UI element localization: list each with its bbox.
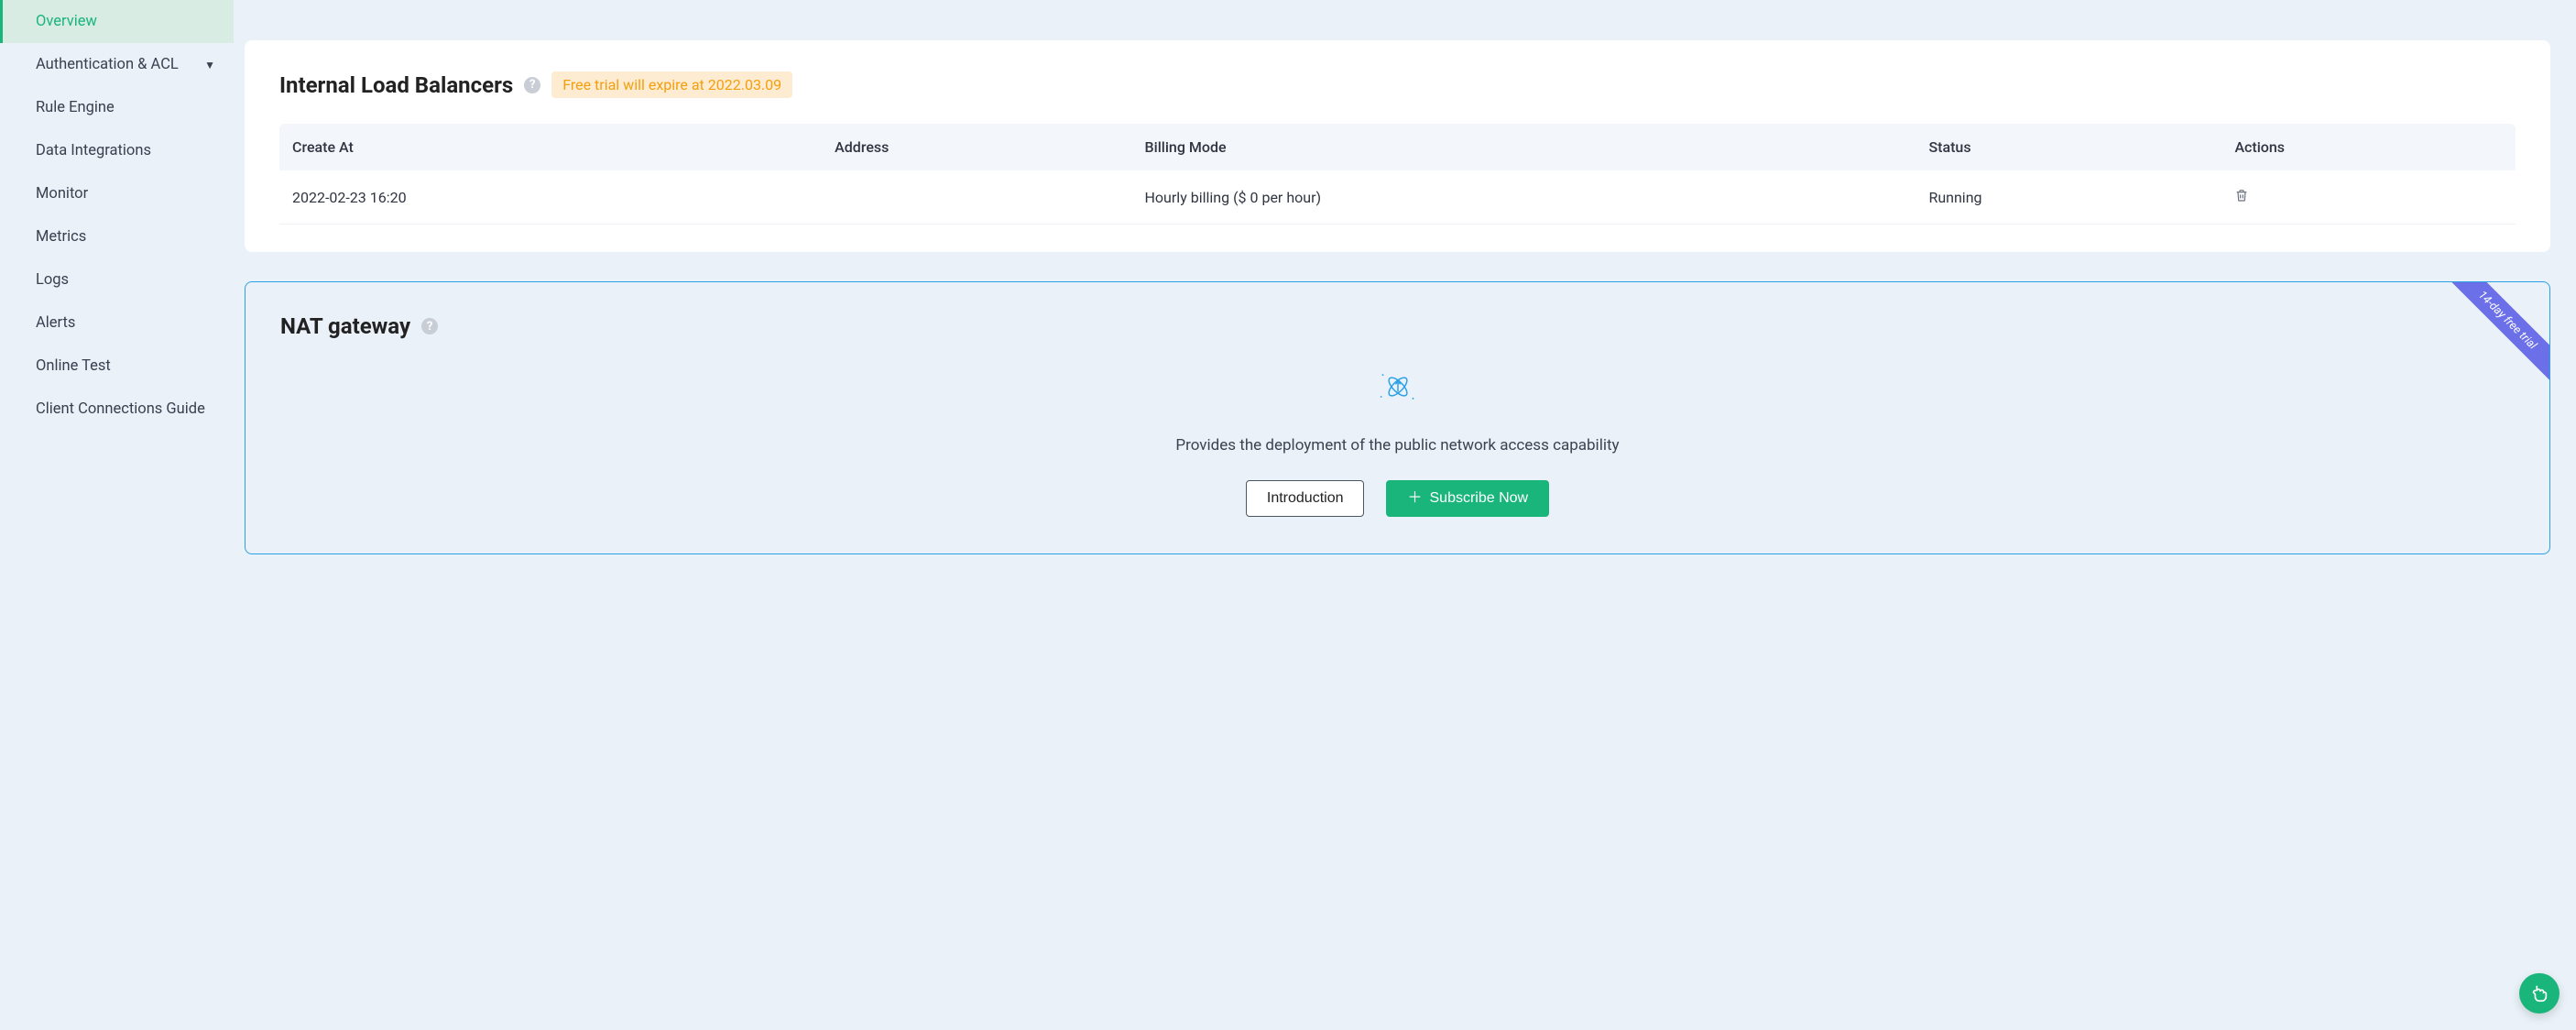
sidebar-item-label: Logs [36,271,69,289]
sidebar-item-logs[interactable]: Logs [0,258,234,301]
sidebar-item-label: Client Connections Guide [36,400,205,418]
table-row: 2022-02-23 16:20 Hourly billing ($ 0 per… [279,170,2516,225]
sidebar-item-label: Data Integrations [36,142,151,159]
nat-description: Provides the deployment of the public ne… [986,436,1810,455]
card-header: NAT gateway ? [280,313,2515,339]
button-row: Introduction ＋ Subscribe Now [986,480,1810,517]
table-header-row: Create At Address Billing Mode Status Ac… [279,124,2516,170]
pointer-icon [2529,983,2549,1003]
button-label: Introduction [1267,490,1344,507]
cell-billing-mode: Hourly billing ($ 0 per hour) [1132,170,1916,225]
nat-body: Provides the deployment of the public ne… [986,365,1810,517]
sidebar-item-online-test[interactable]: Online Test [0,345,234,388]
sidebar-item-client-connections-guide[interactable]: Client Connections Guide [0,388,234,431]
cell-address [822,170,1131,225]
subscribe-now-button[interactable]: ＋ Subscribe Now [1386,480,1549,517]
col-actions: Actions [2221,124,2516,170]
sidebar-item-data-integrations[interactable]: Data Integrations [0,129,234,172]
help-fab[interactable] [2519,973,2560,1014]
free-trial-ribbon: 14-day free trial [2430,282,2549,401]
sidebar-item-alerts[interactable]: Alerts [0,301,234,345]
sidebar-item-label: Online Test [36,357,111,375]
chevron-down-icon: ▼ [204,59,215,71]
sidebar-item-label: Overview [36,13,97,30]
load-balancers-table: Create At Address Billing Mode Status Ac… [279,124,2516,225]
main-content: Internal Load Balancers ? Free trial wil… [234,0,2576,1030]
card-title: Internal Load Balancers [279,72,513,98]
sidebar: Overview Authentication & ACL ▼ Rule Eng… [0,0,234,1030]
sidebar-item-metrics[interactable]: Metrics [0,215,234,258]
help-icon[interactable]: ? [524,77,540,93]
network-icon [1370,365,1425,409]
trial-expiry-badge: Free trial will expire at 2022.03.09 [551,71,792,98]
sidebar-item-label: Rule Engine [36,99,115,116]
cell-create-at: 2022-02-23 16:20 [279,170,822,225]
sidebar-item-label: Authentication & ACL [36,56,179,73]
sidebar-item-label: Metrics [36,228,86,246]
sidebar-item-label: Alerts [36,314,75,332]
sidebar-item-rule-engine[interactable]: Rule Engine [0,86,234,129]
card-header: Internal Load Balancers ? Free trial wil… [279,71,2516,98]
sidebar-item-label: Monitor [36,185,88,203]
card-title: NAT gateway [280,313,410,339]
load-balancers-card: Internal Load Balancers ? Free trial wil… [245,40,2550,252]
col-create-at: Create At [279,124,822,170]
sidebar-item-auth-acl[interactable]: Authentication & ACL ▼ [0,43,234,86]
nat-gateway-card: 14-day free trial NAT gateway ? [245,281,2550,554]
help-icon[interactable]: ? [421,318,438,334]
cell-actions [2221,170,2516,225]
introduction-button[interactable]: Introduction [1246,480,1365,517]
cell-status: Running [1916,170,2221,225]
col-billing-mode: Billing Mode [1132,124,1916,170]
button-label: Subscribe Now [1430,490,1529,507]
col-address: Address [822,124,1131,170]
sidebar-item-overview[interactable]: Overview [0,0,234,43]
plus-icon: ＋ [1407,491,1422,506]
trash-icon[interactable] [2234,190,2249,207]
col-status: Status [1916,124,2221,170]
sidebar-item-monitor[interactable]: Monitor [0,172,234,215]
